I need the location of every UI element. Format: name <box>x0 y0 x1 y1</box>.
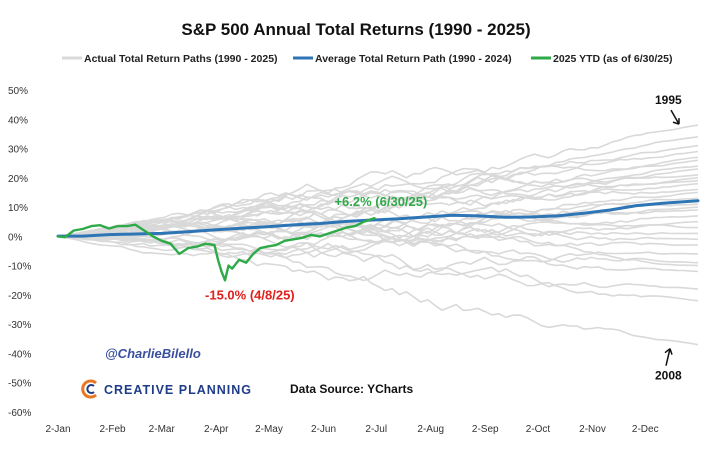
y-tick-label: -30% <box>8 320 31 331</box>
y-tick-label: -60% <box>8 408 31 419</box>
x-tick-label: 2-Apr <box>204 424 229 435</box>
y-axis: 50% 40% 30% 20% 10% 0% -10% -20% -30% -40% -50% -60… <box>8 86 31 419</box>
x-axis: 2-Jan 2-Feb 2-Mar 2-Apr 2-May 2-Jun 2-Jul 2-Aug… <box>45 424 658 435</box>
chart-title: S&P 500 Annual Total Returns (1990 - 202… <box>181 20 530 39</box>
y-tick-label: -10% <box>8 262 31 273</box>
x-tick-label: 2-Nov <box>579 424 606 435</box>
background-paths <box>57 124 699 346</box>
legend-label-average: Average Total Return Path (1990 - 2024) <box>315 53 512 65</box>
x-tick-label: 2-Jul <box>365 424 387 435</box>
annotations: +6.2% (6/30/25) -15.0% (4/8/25) 1995 200… <box>205 93 682 383</box>
ytd-2025-line <box>56 216 376 282</box>
y-tick-label: 20% <box>8 174 28 185</box>
x-tick-label: 2-Aug <box>417 424 444 435</box>
creative-planning-logo: CREATIVE PLANNING <box>81 379 252 399</box>
data-source: Data Source: YCharts <box>290 382 413 396</box>
background-path-line <box>57 202 699 238</box>
y-tick-label: -40% <box>8 349 31 360</box>
legend-label-paths: Actual Total Return Paths (1990 - 2025) <box>84 53 278 65</box>
series-lines <box>56 199 700 282</box>
legend-label-ytd: 2025 YTD (as of 6/30/25) <box>553 53 672 65</box>
x-tick-label: 2-Feb <box>99 424 126 435</box>
x-tick-label: 2-Jan <box>45 424 70 435</box>
y-tick-label: 50% <box>8 86 28 97</box>
arrow-1995-icon <box>670 109 680 125</box>
x-tick-label: 2-Jun <box>311 424 336 435</box>
background-path-line <box>57 215 699 238</box>
background-path-line <box>57 235 699 302</box>
annotation-ytd-label: +6.2% (6/30/25) <box>334 194 427 209</box>
background-path-line <box>57 235 699 346</box>
background-path-line <box>57 229 699 290</box>
background-path-line <box>57 136 699 238</box>
creative-planning-icon-inner <box>86 384 95 394</box>
y-tick-label: 0% <box>8 232 23 243</box>
annotation-low-label: -15.0% (4/8/25) <box>205 287 295 302</box>
background-path-line <box>57 202 699 238</box>
x-tick-label: 2-Dec <box>632 424 659 435</box>
x-tick-label: 2-Oct <box>526 424 551 435</box>
background-path-line <box>57 234 699 273</box>
annotation-2008-label: 2008 <box>655 369 682 383</box>
creative-planning-icon <box>81 379 97 399</box>
y-tick-label: -50% <box>8 379 31 390</box>
background-path-line <box>57 168 699 238</box>
annotation-1995-label: 1995 <box>655 93 682 107</box>
brand-name: CREATIVE PLANNING <box>104 383 252 397</box>
y-tick-label: 30% <box>8 145 28 156</box>
legend: Actual Total Return Paths (1990 - 2025) … <box>62 53 672 65</box>
y-tick-label: 40% <box>8 115 28 126</box>
y-tick-label: -20% <box>8 291 31 302</box>
y-tick-label: 10% <box>8 203 28 214</box>
x-tick-label: 2-Mar <box>149 424 176 435</box>
watermark-handle: @CharlieBilello <box>105 346 201 361</box>
x-tick-label: 2-May <box>255 424 283 435</box>
x-tick-label: 2-Sep <box>472 424 499 435</box>
arrow-2008-icon <box>664 348 673 366</box>
